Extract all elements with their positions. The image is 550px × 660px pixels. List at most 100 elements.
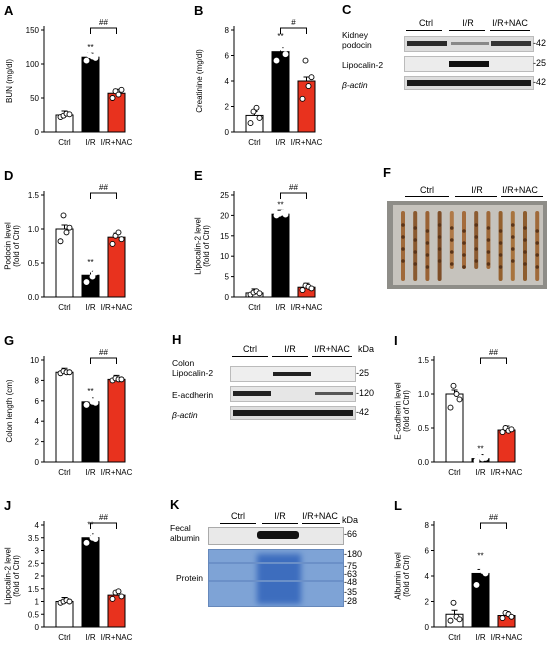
data-point <box>92 54 99 61</box>
colon-strip <box>462 211 466 269</box>
colon-pellet <box>511 247 515 251</box>
y-tick-label: 4 <box>35 521 40 530</box>
data-point <box>508 426 515 433</box>
y-tick-label: 2.5 <box>28 559 40 568</box>
row-label-actin: β-actin <box>172 410 198 420</box>
bar-chart-D: D Podocin level(fold of Ctrl) 0.0 0.5 1.0 1.5… <box>3 168 132 312</box>
data-point <box>499 429 506 436</box>
data-point <box>109 95 116 101</box>
lane-header-nac: I/R+NAC <box>492 18 528 28</box>
lane-header-nac: I/R+NAC <box>302 511 338 521</box>
colon-pellet <box>535 241 539 245</box>
colon-pellet <box>486 250 491 254</box>
colon-pellet <box>401 247 405 251</box>
colon-photo <box>387 201 547 289</box>
y-tick-label: 0 <box>35 623 40 632</box>
colon-strip <box>510 211 515 281</box>
data-point <box>89 273 96 280</box>
group-label: Ctrl <box>448 633 461 642</box>
data-point <box>456 396 463 403</box>
y-tick-label: 2 <box>35 572 40 581</box>
blot-band-lipocalin <box>230 366 356 382</box>
group-label: Ctrl <box>58 633 71 642</box>
y-tick-label: 6 <box>225 52 230 61</box>
lane-header-nac: I/R+NAC <box>314 344 350 354</box>
data-point <box>450 382 457 389</box>
data-point <box>109 241 116 247</box>
group-label: Ctrl <box>58 138 71 147</box>
colon-pellet <box>401 223 405 227</box>
colon-pellet <box>474 247 478 251</box>
y-axis-label: Creatinine (mg/dl) <box>195 49 204 113</box>
y-tick-label: 10 <box>30 356 39 365</box>
group-label: Ctrl <box>58 468 71 477</box>
y-tick-label: 15 <box>220 232 229 241</box>
data-point <box>83 539 90 546</box>
colon-strip <box>437 211 442 281</box>
data-point <box>83 57 90 64</box>
photo-panel-F: F Ctrl I/R I/R+NAC <box>383 165 550 290</box>
comparison-bracket <box>90 357 117 364</box>
bar-I/R <box>81 56 100 133</box>
y-axis-label: Lipocalin-2 level(fold of Ctrl) <box>193 217 211 275</box>
colon-pellet <box>462 241 466 245</box>
y-tick-label: 2 <box>425 598 430 607</box>
data-point <box>276 44 283 51</box>
data-point <box>92 399 99 406</box>
colon-pellet <box>498 265 503 269</box>
panel-label: G <box>4 333 14 348</box>
panel-A: A BUN (mg/dl) 0 50 100 150 Ctrl I/R I/R+NAC ** ## <box>0 0 140 160</box>
y-tick-label: 0.0 <box>28 293 40 302</box>
y-axis-label: Colon length (cm) <box>5 379 14 442</box>
panel-D: D Podocin level(fold of Ctrl) 0.0 0.5 1.0 1.5… <box>0 165 140 325</box>
significance-asterisk: ** <box>277 32 283 41</box>
lane-header-ir: I/R <box>274 511 286 521</box>
row-label-lipocalin: Lipocalin-2 <box>342 60 384 70</box>
data-point <box>447 404 454 411</box>
bar-chart-G: G Colon length (cm) 0 2 4 6 8 10 Ctrl I/R I/R+NAC *… <box>4 333 133 477</box>
colon-strip <box>535 211 540 281</box>
data-point <box>66 598 73 605</box>
group-label: I/R+NAC <box>101 138 133 147</box>
panel-G: G Colon length (cm) 0 2 4 6 8 10 Ctrl I/R I/R+NAC *… <box>0 330 140 490</box>
data-point <box>508 613 515 620</box>
blot-panel-K: K Ctrl I/R I/R+NAC kDa Fecal albumin Pro… <box>160 495 380 655</box>
significance-hash: ## <box>489 513 498 522</box>
group-label: I/R <box>275 303 285 312</box>
y-tick-label: 1.5 <box>28 585 40 594</box>
bar-I/R <box>81 537 100 628</box>
group-label: I/R <box>475 633 485 642</box>
y-tick-label: 1.0 <box>28 225 40 234</box>
significance-asterisk: ** <box>477 445 483 454</box>
colon-pellet <box>437 259 442 263</box>
data-point <box>115 91 122 98</box>
bar-I/R+NAC <box>107 378 126 463</box>
colon-pellet <box>523 226 527 230</box>
bar-chart-A: A BUN (mg/dl) 0 50 100 150 Ctrl I/R I/R+NAC ** ## <box>4 3 133 147</box>
colon-pellet <box>474 259 478 263</box>
panel-label: C <box>342 2 352 17</box>
y-tick-label: 0 <box>425 623 430 632</box>
data-point <box>282 51 289 58</box>
colon-strip <box>425 211 430 281</box>
y-axis-label: E-cadherin level(fold of Ctrl) <box>393 382 411 440</box>
bar-I/R <box>271 213 290 298</box>
y-tick-label: 100 <box>26 60 40 69</box>
y-axis-label: Podocin level(fold of Ctrl) <box>3 222 21 270</box>
comparison-bracket <box>280 27 307 34</box>
data-point <box>299 287 306 294</box>
group-label: I/R <box>85 303 95 312</box>
significance-asterisk: ** <box>277 201 283 210</box>
y-tick-label: 1.5 <box>28 191 40 200</box>
row-label-actin: β-actin <box>342 80 368 90</box>
y-tick-label: 0 <box>225 128 230 137</box>
y-tick-label: 2 <box>225 103 230 112</box>
y-tick-label: 6 <box>425 547 430 556</box>
colon-pellet <box>413 250 417 254</box>
colon-pellet <box>413 226 417 230</box>
colon-pellet <box>437 235 442 239</box>
blot-band-actin <box>404 76 534 90</box>
data-point <box>86 529 93 536</box>
significance-asterisk: ** <box>477 551 483 560</box>
y-tick-label: 150 <box>26 26 40 35</box>
